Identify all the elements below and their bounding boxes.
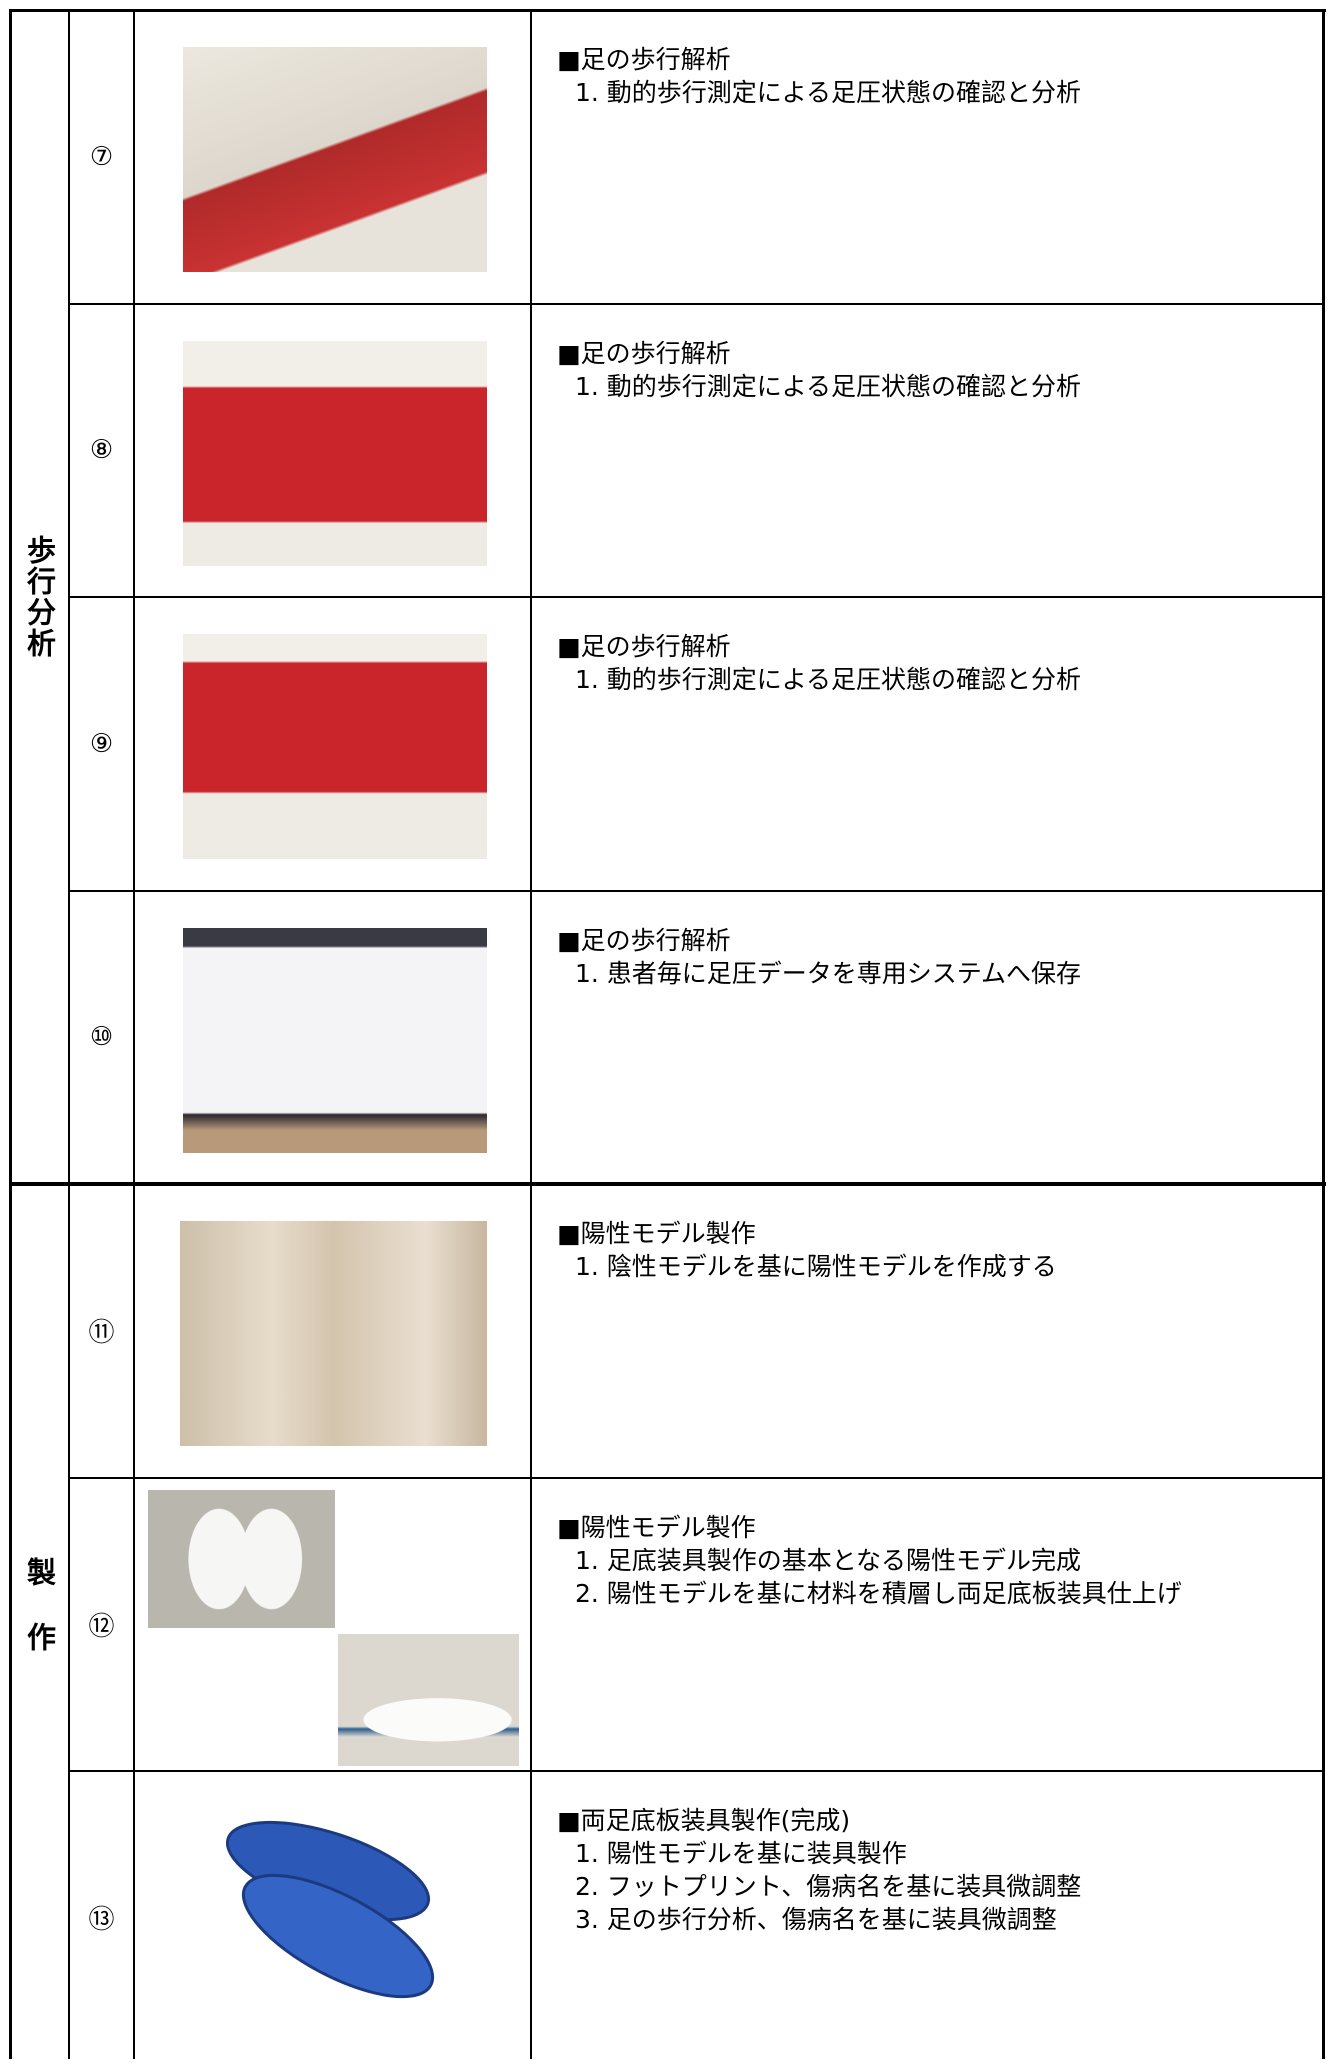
row-number: ⑩ [89,1022,114,1053]
column-line [530,10,532,2059]
row-text: ■足の歩行解析 1. 動的歩行測定による足圧状態の確認と分析 [557,630,1081,696]
column-line [133,10,135,2059]
photo [183,340,487,566]
list-item: 2. フットプリント、傷病名を基に装具微調整 [575,1872,1082,1901]
row-line [69,1476,1324,1479]
row-number: ⑧ [89,435,114,466]
row-line [69,596,1324,598]
group-label: 歩行分析 [10,10,69,1184]
row-number: ⑫ [88,1611,115,1642]
row-line [9,1182,1326,1186]
group-label: 製作 [10,1184,69,2059]
photo [183,47,487,272]
photo [183,927,487,1153]
heading: ■陽性モデル製作 [557,1219,756,1248]
row-line [69,302,1324,305]
list-item: 1. 動的歩行測定による足圧状態の確認と分析 [575,665,1082,694]
table-border [9,9,1326,12]
row-text: ■足の歩行解析 1. 患者毎に足圧データを専用システムへ保存 [557,924,1081,990]
row-number: ⑪ [88,1318,115,1349]
row-text: ■足の歩行解析 1. 動的歩行測定による足圧状態の確認と分析 [557,43,1081,109]
row-text: ■陽性モデル製作 1. 陰性モデルを基に陽性モデルを作成する [557,1217,1057,1283]
photo [338,1633,519,1766]
list-item: 1. 足底装具製作の基本となる陽性モデル完成 [575,1545,1082,1575]
row-number: ⑨ [89,728,114,759]
row-text: ■陽性モデル製作 1. 足底装具製作の基本となる陽性モデル完成 2. 陽性モデルを基… [557,1511,1182,1610]
group-label-text: 歩行分析 [22,535,57,659]
heading: ■陽性モデル製作 [557,1512,756,1542]
list-item: 1. 患者毎に足圧データを専用システムへ保存 [575,958,1082,988]
list-item: 1. 動的歩行測定による足圧状態の確認と分析 [575,371,1082,401]
row-number: ⑦ [89,141,114,172]
column-line [68,10,70,2059]
photo [148,1489,335,1628]
photo [183,634,487,859]
list-item: 3. 足の歩行分析、傷病名を基に装具微調整 [575,1905,1057,1934]
heading: ■足の歩行解析 [557,45,731,74]
list-item: 1. 動的歩行測定による足圧状態の確認と分析 [575,78,1082,107]
heading: ■足の歩行解析 [557,925,731,955]
column-line [1322,10,1325,2059]
row-text: ■足の歩行解析 1. 動的歩行測定による足圧状態の確認と分析 [557,337,1081,403]
heading: ■足の歩行解析 [557,632,731,661]
column-line [9,10,12,2059]
list-item: 1. 陽性モデルを基に装具製作 [575,1839,907,1868]
row-line [69,1770,1324,1772]
heading: ■両足底板装具製作(完成) [557,1806,851,1835]
heading: ■足の歩行解析 [557,338,731,368]
group-label-text: 製作 [22,1556,57,1687]
list-item: 1. 陰性モデルを基に陽性モデルを作成する [575,1252,1057,1281]
row-line [69,889,1324,892]
photo [180,1221,487,1446]
row-text: ■両足底板装具製作(完成) 1. 陽性モデルを基に装具製作 2. フットプリント、傷… [557,1804,1081,1936]
row-number: ⑬ [88,1905,115,1936]
list-item: 2. 陽性モデルを基に材料を積層し両足底板装具仕上げ [575,1578,1182,1608]
insole-photo [225,1820,435,1999]
